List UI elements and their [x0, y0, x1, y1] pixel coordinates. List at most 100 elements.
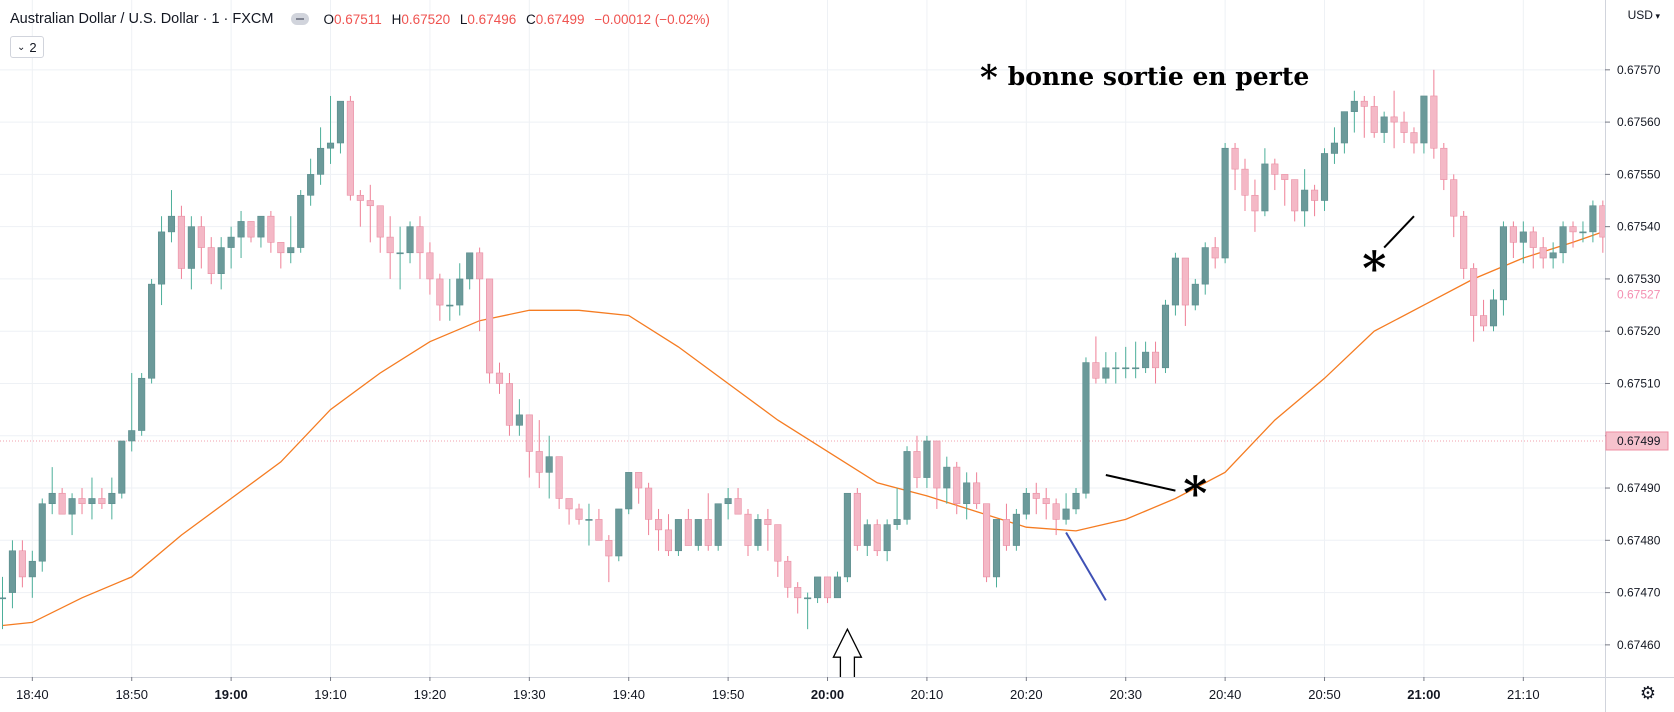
candle	[774, 524, 782, 577]
candle	[814, 576, 822, 604]
candle	[943, 456, 951, 504]
candle-body	[1072, 492, 1080, 510]
candle	[565, 498, 573, 525]
candle-body	[78, 498, 86, 505]
annotation-note: * bonne sortie en perte	[980, 58, 1309, 98]
candle	[1211, 237, 1219, 269]
candle	[764, 508, 772, 551]
candle	[78, 488, 86, 515]
candle	[336, 100, 345, 154]
candle	[237, 210, 245, 259]
candle	[88, 477, 96, 520]
indicator-toggle[interactable]: ⌄ 2	[10, 36, 44, 58]
candle-body	[1132, 367, 1140, 370]
candle	[883, 519, 891, 562]
candle	[545, 435, 553, 499]
settings-gear-icon[interactable]: ⚙	[1639, 683, 1656, 703]
candle	[0, 576, 7, 630]
candle	[963, 472, 971, 520]
candle-body	[1320, 153, 1329, 201]
price-tick-label: 0.67520	[1617, 324, 1661, 338]
candle-body	[1569, 226, 1577, 233]
time-tick-label: 19:40	[612, 687, 645, 702]
candle	[1489, 289, 1498, 332]
candle-body	[148, 283, 156, 379]
candle-body	[68, 498, 76, 515]
candle	[267, 210, 275, 253]
candle	[495, 362, 504, 394]
candle-body	[505, 383, 513, 426]
candle	[277, 242, 285, 269]
ohlc-values: O0.67511 H0.67520 L0.67496 C0.67499 −0.0…	[323, 11, 710, 27]
candle	[1509, 221, 1517, 259]
asterisk-icon: *	[1183, 466, 1207, 520]
time-tick-label: 19:20	[414, 687, 447, 702]
candle	[1450, 174, 1458, 238]
candle-body	[336, 100, 345, 144]
candle	[1330, 127, 1339, 164]
currency-menu[interactable]: USD ▾	[1627, 8, 1660, 22]
candle	[1072, 488, 1080, 515]
candle	[1529, 226, 1537, 269]
candle-body	[346, 100, 354, 196]
candle-body	[1022, 492, 1030, 515]
candle	[1440, 143, 1448, 191]
candle-body	[486, 278, 494, 374]
candle	[157, 216, 166, 306]
candle	[585, 503, 593, 546]
candle-body	[1410, 132, 1418, 144]
price-tick-label: 0.67470	[1617, 586, 1661, 600]
price-tick-label: 0.67530	[1617, 272, 1661, 286]
candle	[1142, 341, 1150, 374]
candle	[992, 519, 1001, 588]
candle	[1539, 237, 1547, 269]
candle-body	[108, 492, 116, 505]
candle-body	[1440, 147, 1448, 180]
candle-body	[1529, 231, 1537, 248]
candle-body	[18, 550, 26, 578]
price-tick-label: 0.67480	[1617, 533, 1661, 547]
candle-body	[88, 498, 96, 505]
candle-body	[933, 440, 941, 489]
candle	[1052, 498, 1060, 536]
candle-body	[953, 466, 961, 505]
candle-body	[1241, 168, 1249, 196]
candle-body	[386, 236, 394, 254]
symbol-title[interactable]: Australian Dollar / U.S. Dollar · 1 · FX…	[10, 11, 274, 27]
candle	[307, 158, 315, 206]
time-axis-bg	[0, 677, 1605, 712]
candle	[923, 435, 931, 489]
time-tick-label: 21:10	[1507, 687, 1540, 702]
candle-body	[1301, 189, 1309, 212]
candle-body	[1201, 247, 1209, 285]
time-tick-label: 18:50	[115, 687, 148, 702]
candle	[804, 592, 812, 630]
candle	[625, 472, 633, 515]
candle	[486, 278, 494, 384]
candle-body	[1380, 116, 1388, 133]
candle-body	[814, 576, 822, 599]
candle	[28, 550, 36, 598]
collapse-icon[interactable]	[291, 13, 310, 25]
candle	[207, 237, 215, 285]
price-tick-label: 0.67540	[1617, 220, 1661, 234]
chevron-down-icon: ▾	[1652, 11, 1660, 21]
candle-body	[963, 482, 971, 505]
candle	[108, 477, 116, 520]
candle-body	[1311, 189, 1319, 201]
candle	[555, 456, 563, 509]
time-tick-label: 19:00	[214, 687, 247, 702]
candle	[98, 488, 106, 509]
candle	[1589, 200, 1597, 243]
candle	[645, 482, 653, 536]
candle	[1400, 111, 1408, 144]
candle	[525, 414, 533, 478]
candle	[1350, 90, 1358, 133]
candle-body	[1052, 503, 1060, 520]
time-tick-label: 18:40	[16, 687, 49, 702]
candle-body	[1480, 315, 1488, 327]
candle	[1320, 148, 1329, 211]
candle-body	[565, 498, 573, 510]
candle-body	[1112, 367, 1120, 370]
